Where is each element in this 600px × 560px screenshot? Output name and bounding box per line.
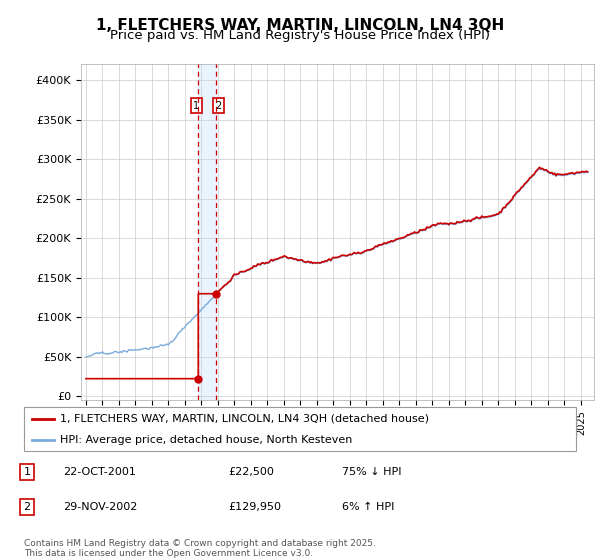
- Text: 1, FLETCHERS WAY, MARTIN, LINCOLN, LN4 3QH (detached house): 1, FLETCHERS WAY, MARTIN, LINCOLN, LN4 3…: [60, 414, 429, 424]
- Text: 1, FLETCHERS WAY, MARTIN, LINCOLN, LN4 3QH: 1, FLETCHERS WAY, MARTIN, LINCOLN, LN4 3…: [96, 18, 504, 34]
- Text: 1: 1: [23, 467, 31, 477]
- Text: 29-NOV-2002: 29-NOV-2002: [63, 502, 137, 512]
- Text: Contains HM Land Registry data © Crown copyright and database right 2025.
This d: Contains HM Land Registry data © Crown c…: [24, 539, 376, 558]
- Text: 2: 2: [23, 502, 31, 512]
- Text: HPI: Average price, detached house, North Kesteven: HPI: Average price, detached house, Nort…: [60, 435, 352, 445]
- Text: £22,500: £22,500: [228, 467, 274, 477]
- Text: 75% ↓ HPI: 75% ↓ HPI: [342, 467, 401, 477]
- Text: 1: 1: [193, 100, 199, 110]
- Text: 22-OCT-2001: 22-OCT-2001: [63, 467, 136, 477]
- Text: 2: 2: [215, 100, 221, 110]
- Bar: [198, 64, 217, 400]
- FancyBboxPatch shape: [24, 407, 576, 451]
- Text: 6% ↑ HPI: 6% ↑ HPI: [342, 502, 394, 512]
- Text: Price paid vs. HM Land Registry's House Price Index (HPI): Price paid vs. HM Land Registry's House …: [110, 29, 490, 42]
- Text: £129,950: £129,950: [228, 502, 281, 512]
